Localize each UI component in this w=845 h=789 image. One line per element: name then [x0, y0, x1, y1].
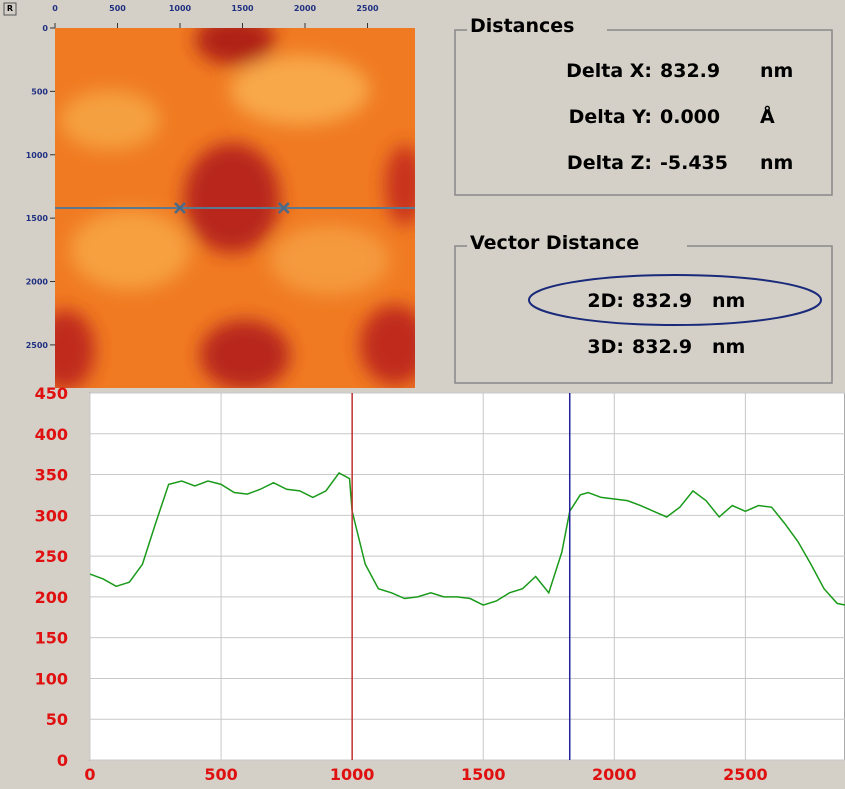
plot-area	[89, 392, 845, 761]
y-tick-label: 450	[35, 384, 68, 403]
x-tick-label: 500	[204, 765, 237, 784]
y-tick-label: 1000	[26, 151, 49, 160]
y-tick-label: 50	[46, 710, 68, 729]
y-tick-label: 0	[42, 24, 48, 33]
panel-cell: Delta X:	[566, 60, 652, 82]
y-tick-label: 1500	[26, 214, 49, 223]
y-tick-label: 2000	[26, 278, 49, 287]
highlight-ellipse	[528, 274, 822, 326]
cursor-marker	[174, 202, 186, 214]
button-label: R	[7, 4, 13, 13]
x-tick-label: 0	[84, 765, 95, 784]
panel-cell: 0.000	[660, 106, 720, 128]
panel-cell: Delta Z:	[567, 152, 652, 174]
panel-title: Distances	[470, 15, 574, 37]
x-tick-label: 1500	[461, 765, 506, 784]
panel-title: Vector Distance	[470, 232, 639, 254]
panel-cell: Å	[760, 104, 775, 128]
x-tick-label: 1000	[330, 765, 375, 784]
y-tick-label: 2500	[26, 341, 49, 350]
x-tick-label: 2500	[356, 4, 379, 13]
x-tick-label: 1500	[231, 4, 254, 13]
panel-cell: 2D:	[587, 290, 624, 312]
title-bg	[467, 14, 607, 38]
panel-cell: 832.9	[632, 336, 692, 358]
r-button[interactable]	[3, 2, 17, 16]
panel-cell: 3D:	[587, 336, 624, 358]
y-tick-label: 400	[35, 425, 68, 444]
y-tick-label: 350	[35, 466, 68, 485]
cursor-marker	[277, 202, 290, 214]
title-bg	[467, 231, 687, 255]
panel-cell: -5.435	[660, 152, 728, 174]
panel-cell: nm	[760, 152, 793, 174]
x-tick-label: 1000	[169, 4, 192, 13]
panel-cell: Delta Y:	[569, 106, 652, 128]
profile-line	[89, 471, 845, 606]
x-tick-label: 500	[109, 4, 126, 13]
x-tick-label: 2500	[723, 765, 768, 784]
y-tick-label: 200	[35, 588, 68, 607]
y-tick-label: 100	[35, 669, 68, 688]
y-tick-label: 0	[57, 751, 68, 770]
y-tick-label: 250	[35, 547, 68, 566]
y-tick-label: 300	[35, 506, 68, 525]
x-tick-label: 2000	[592, 765, 637, 784]
panel-cell: nm	[712, 336, 745, 358]
y-tick-label: 500	[31, 87, 48, 96]
afm-image	[55, 28, 415, 388]
x-tick-label: 2000	[294, 4, 317, 13]
panel-cell: nm	[760, 60, 793, 82]
x-tick-label: 0	[52, 4, 58, 13]
distances-box	[454, 29, 833, 196]
panel-cell: 832.9	[632, 290, 692, 312]
panel-cell: nm	[712, 290, 745, 312]
panel-cell: 832.9	[660, 60, 720, 82]
y-tick-label: 150	[35, 629, 68, 648]
